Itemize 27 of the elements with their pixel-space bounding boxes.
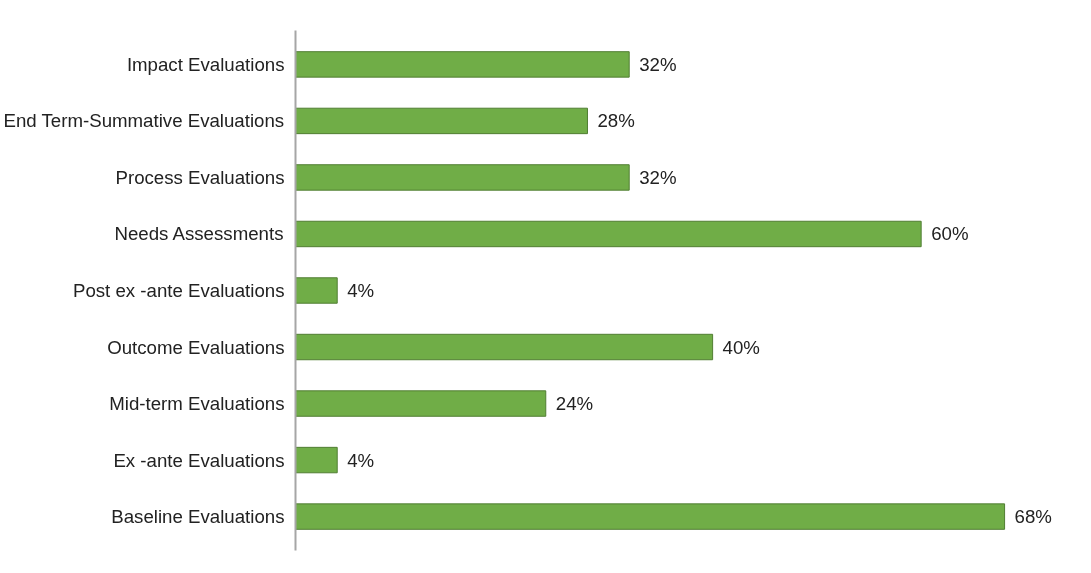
y-tick-label: Ex -ante Evaluations [113,449,285,471]
data-label: 32% [639,53,677,75]
bar [295,220,922,248]
bar [295,107,588,135]
bar [295,164,630,191]
bar [295,51,630,78]
bar [295,333,714,361]
y-tick-label: Outcome Evaluations [107,336,285,358]
y-tick-label: Needs Assessments [114,223,284,245]
bar [295,446,338,474]
data-label: 60% [931,223,969,245]
bar [295,503,1006,530]
y-tick-label: Mid-term Evaluations [109,393,285,415]
data-label: 4% [347,449,375,471]
y-tick-label: Post ex -ante Evaluations [72,280,285,301]
bar [295,277,338,304]
data-label: 68% [1014,506,1052,528]
data-label: 28% [597,110,635,132]
data-label: 4% [347,280,375,301]
data-label: 40% [722,336,760,358]
bar [295,390,547,417]
data-label: 32% [639,166,677,188]
y-tick-label: Baseline Evaluations [111,506,285,528]
y-tick-label: End Term-Summative Evaluations [3,110,285,132]
data-label: 24% [555,393,594,415]
y-tick-label: Impact Evaluations [126,53,285,75]
y-tick-label: Process Evaluations [115,166,285,188]
